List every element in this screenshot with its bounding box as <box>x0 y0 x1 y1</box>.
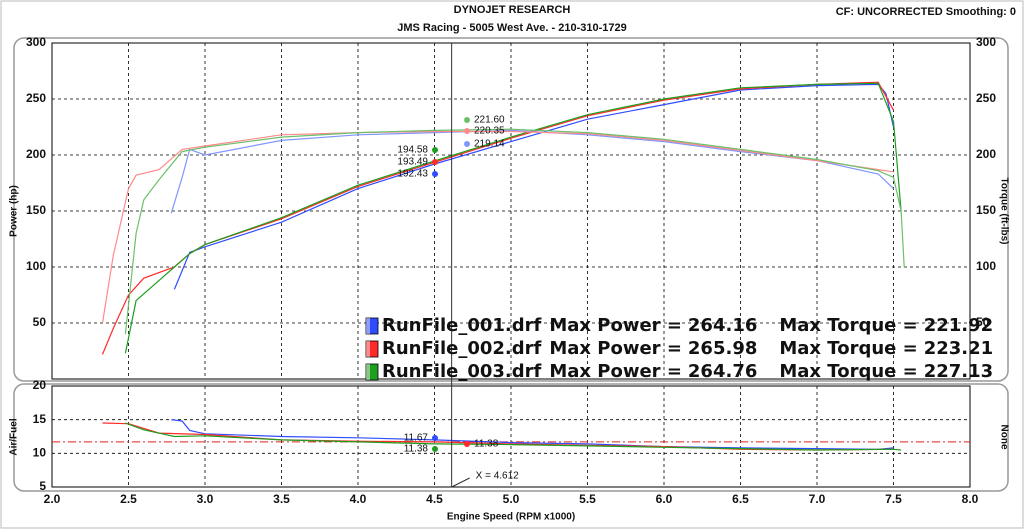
y-tick-label: 15 <box>33 412 47 426</box>
legend-entry: RunFile_003.drf Max Power = 264.76 Max Torq… <box>382 361 993 382</box>
y-axis-label: Air/Fuel <box>9 418 20 455</box>
readout-label: 219.14 <box>474 139 505 150</box>
legend-text: RunFile_003.drf <box>382 361 542 382</box>
legend-text: Max Torque = <box>779 338 917 359</box>
legend-text: Max Power = <box>549 315 682 336</box>
readout-dot <box>464 117 470 123</box>
bottom-panel <box>13 383 1009 492</box>
y-tick-label: 100 <box>26 259 46 273</box>
x-tick-label: 8.0 <box>962 492 979 506</box>
y-tick-label: 50 <box>33 315 47 329</box>
readout-label: 193.49 <box>397 157 428 168</box>
settings-note: CF: UNCORRECTED Smoothing: 0 <box>836 6 1016 18</box>
y2-axis-label: None <box>998 425 1009 450</box>
readout-label: 11.38 <box>474 439 499 450</box>
y-tick-label: 200 <box>26 147 46 161</box>
legend-text: 264.16 <box>688 315 757 336</box>
legend-swatch <box>365 363 379 381</box>
legend-text: Max Torque = <box>779 315 917 336</box>
legend-text: 264.76 <box>688 361 757 382</box>
legend-text: Max Torque = <box>779 361 917 382</box>
y-tick-label: 5 <box>39 479 46 493</box>
legend-text: Max Power = <box>549 361 682 382</box>
legend-swatch-shade <box>366 318 370 334</box>
x-tick-label: 4.0 <box>350 492 367 506</box>
cursor-label: X = 4.612 <box>476 471 520 482</box>
legend-text: 265.98 <box>688 338 757 359</box>
legend-text: Max Power = <box>549 338 682 359</box>
y-tick-label: 150 <box>26 203 46 217</box>
legend-text: 227.13 <box>924 361 993 382</box>
legend-entry: RunFile_001.drf Max Power = 264.16 Max Torq… <box>382 315 993 336</box>
x-tick-label: 2.0 <box>44 492 61 506</box>
readout-label: 194.58 <box>397 145 428 156</box>
legend-swatch <box>365 340 379 358</box>
x-tick-label: 7.5 <box>885 492 902 506</box>
readout-dot <box>464 441 470 447</box>
y2-tick-label: 300 <box>976 35 996 49</box>
x-tick-label: 3.0 <box>197 492 214 506</box>
y-tick-label: 250 <box>26 91 46 105</box>
x-tick-label: 5.5 <box>579 492 596 506</box>
x-axis-label: Engine Speed (RPM x1000) <box>447 512 575 523</box>
chart-subtitle: JMS Racing - 5005 West Ave. - 210-310-17… <box>397 22 627 34</box>
legend-swatch <box>365 317 379 335</box>
readout-label: 220.35 <box>474 126 505 137</box>
legend-entry: RunFile_002.drf Max Power = 265.98 Max Torq… <box>382 338 993 359</box>
data-line <box>125 422 902 451</box>
y2-tick-label: 150 <box>976 203 996 217</box>
y-tick-label: 300 <box>26 35 46 49</box>
data-line <box>101 81 895 355</box>
y-axis-label: Power (hp) <box>9 185 20 237</box>
readout-dot <box>464 128 470 134</box>
x-tick-label: 4.5 <box>426 492 443 506</box>
data-line <box>124 128 905 335</box>
readout-label: 221.60 <box>474 115 505 126</box>
legend-text: RunFile_001.drf <box>382 315 542 336</box>
y-tick-label: 10 <box>33 446 47 460</box>
x-tick-label: 6.5 <box>732 492 749 506</box>
legend-swatch-shade <box>366 341 370 357</box>
y2-tick-label: 250 <box>976 91 996 105</box>
readout-label: 11.38 <box>404 444 429 455</box>
readout-label: 11.67 <box>404 433 429 444</box>
x-tick-label: 3.5 <box>273 492 290 506</box>
readout-dot <box>432 147 438 153</box>
x-tick-label: 7.0 <box>809 492 826 506</box>
legend-text: RunFile_002.drf <box>382 338 542 359</box>
readout-dot <box>464 141 470 147</box>
legend-text: 223.21 <box>924 338 993 359</box>
cursor-pointer <box>451 477 470 488</box>
x-tick-label: 6.0 <box>656 492 673 506</box>
y-tick-label: 20 <box>33 378 47 392</box>
chart-title: DYNOJET RESEARCH <box>454 4 571 16</box>
legend-swatch-shade <box>366 364 370 380</box>
readout-dot <box>432 446 438 452</box>
y2-axis-label: Torque (ft-lbs) <box>998 177 1009 244</box>
readout-dot <box>432 435 438 441</box>
y2-tick-label: 100 <box>976 259 996 273</box>
readout-dot <box>432 171 438 177</box>
legend-text: 221.92 <box>924 315 993 336</box>
x-tick-label: 5.0 <box>503 492 520 506</box>
y2-tick-label: 200 <box>976 147 996 161</box>
readout-dot <box>432 159 438 165</box>
x-tick-label: 2.5 <box>120 492 137 506</box>
data-line <box>171 419 894 450</box>
readout-label: 192.43 <box>397 169 428 180</box>
top-panel <box>13 37 1009 382</box>
y2-tick-label: 50 <box>976 315 990 329</box>
